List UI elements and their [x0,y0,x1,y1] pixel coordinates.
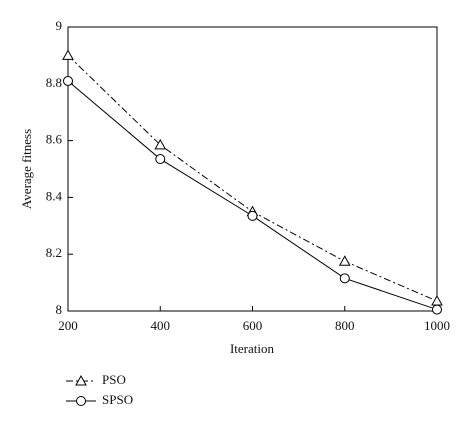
marker [431,295,443,306]
marker [62,49,74,60]
marker [338,255,351,266]
x-tick-label: 200 [58,318,78,333]
marker [63,75,73,86]
x-tick-label: 800 [335,318,355,333]
legend-label: SPSO [102,392,133,407]
y-tick-label: 8.8 [46,75,62,90]
marker [339,273,350,284]
marker [432,304,442,315]
x-tick-label: 1000 [424,318,450,333]
legend-label: PSO [102,372,126,387]
x-tick-label: 600 [243,318,263,333]
marker [155,154,166,165]
x-axis-label: Iteration [230,341,275,356]
y-tick-label: 8 [56,302,63,317]
y-tick-label: 8.6 [46,132,63,147]
y-tick-label: 8.2 [46,245,62,260]
series-line [67,80,438,311]
marker [154,138,167,150]
y-tick-label: 9 [56,18,63,33]
y-tick-label: 8.4 [46,188,63,203]
series-line [67,55,438,302]
y-axis-label: Average fitness [19,129,34,209]
marker [247,210,258,221]
legend-marker [76,396,86,406]
legend-marker [75,374,87,386]
plot-frame [67,26,438,312]
x-tick-label: 400 [151,318,171,333]
